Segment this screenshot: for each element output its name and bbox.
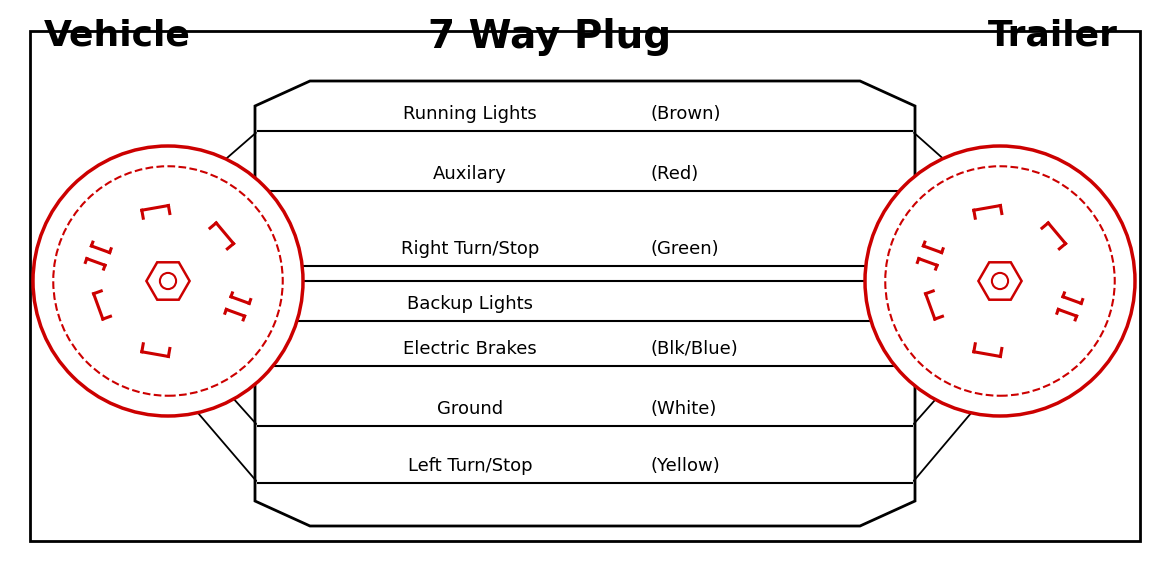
Text: Right Turn/Stop: Right Turn/Stop bbox=[401, 240, 539, 258]
Text: Electric Brakes: Electric Brakes bbox=[404, 340, 537, 358]
Text: (White): (White) bbox=[651, 400, 716, 418]
Text: Auxilary: Auxilary bbox=[433, 165, 507, 183]
Text: Ground: Ground bbox=[436, 400, 503, 418]
Circle shape bbox=[33, 146, 303, 416]
Text: (Yellow): (Yellow) bbox=[651, 457, 720, 475]
Text: Left Turn/Stop: Left Turn/Stop bbox=[407, 457, 532, 475]
Text: (Blk/Blue): (Blk/Blue) bbox=[651, 340, 738, 358]
Circle shape bbox=[865, 146, 1135, 416]
Text: Backup Lights: Backup Lights bbox=[407, 295, 534, 313]
Text: (Red): (Red) bbox=[651, 165, 698, 183]
Text: Trailer: Trailer bbox=[987, 18, 1119, 52]
Text: Vehicle: Vehicle bbox=[43, 18, 191, 52]
Text: (Green): (Green) bbox=[651, 240, 718, 258]
Text: Running Lights: Running Lights bbox=[404, 105, 537, 123]
Text: (Brown): (Brown) bbox=[651, 105, 721, 123]
Text: 7 Way Plug: 7 Way Plug bbox=[428, 18, 672, 56]
